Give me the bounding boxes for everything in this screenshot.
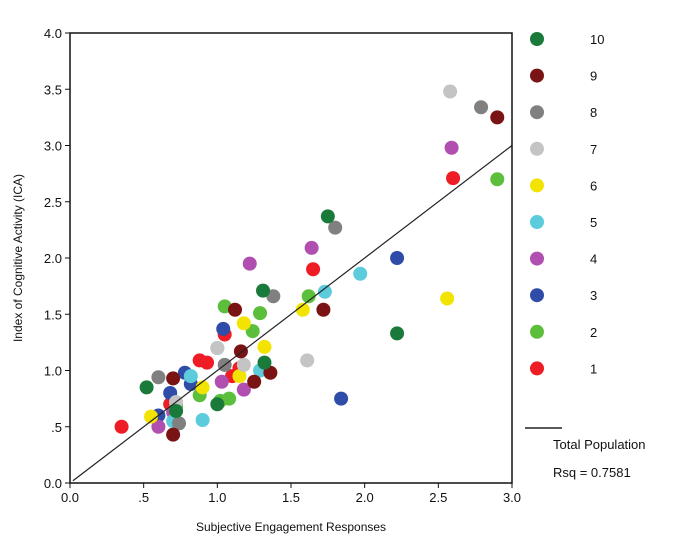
data-point-group-5	[183, 369, 198, 384]
data-point-group-2	[253, 306, 268, 321]
data-point-group-1	[114, 419, 129, 434]
data-point-group-6	[236, 316, 251, 331]
data-point-group-6	[440, 291, 455, 306]
x-axis-label: Subjective Engagement Responses	[196, 520, 386, 534]
legend-swatch-3	[530, 288, 544, 303]
legend-label-8: 8	[590, 105, 597, 120]
data-point-group-9	[247, 374, 262, 389]
x-tick-label: 3.0	[503, 490, 521, 505]
x-tick-label: .5	[138, 490, 149, 505]
x-tick-label: 2.5	[429, 490, 447, 505]
data-point-group-8	[172, 416, 187, 431]
data-point-group-9	[228, 302, 243, 317]
y-tick-label: .5	[51, 420, 62, 435]
x-tick-label: 1.0	[208, 490, 226, 505]
legend-swatch-7	[530, 141, 544, 156]
x-tick-label: 0.0	[61, 490, 79, 505]
y-axis-ticks: 0.0 .5 1.0 1.5 2.0 2.5 3.0 3.5 4.0	[44, 26, 70, 491]
y-tick-label: 0.0	[44, 476, 62, 491]
x-tick-label: 1.5	[282, 490, 300, 505]
data-point-group-8	[474, 100, 489, 115]
legend-swatch-6	[530, 178, 544, 193]
y-tick-label: 1.0	[44, 364, 62, 379]
data-point-group-6	[144, 409, 159, 424]
data-points	[114, 84, 505, 442]
data-point-group-3	[334, 391, 349, 406]
legend-label-4: 4	[590, 252, 597, 267]
data-point-group-10	[257, 355, 272, 370]
data-point-group-10	[169, 404, 184, 418]
y-axis-label: Index of Cognitive Activity (ICA)	[11, 174, 25, 342]
legend-swatch-5	[530, 215, 544, 229]
legend-swatch-1	[530, 361, 544, 376]
data-point-group-9	[166, 427, 181, 442]
legend-swatch-4	[530, 251, 544, 266]
legend-label-9: 9	[590, 69, 597, 84]
y-tick-label: 2.0	[44, 251, 62, 266]
data-point-group-6	[295, 302, 310, 317]
legend-label-3: 3	[590, 288, 597, 303]
x-tick-label: 2.0	[356, 490, 374, 505]
data-point-group-4	[214, 374, 229, 389]
y-tick-label: 1.5	[44, 307, 62, 322]
legend-fit-line-label: Total Population	[553, 437, 646, 452]
plot-frame	[69, 32, 513, 484]
y-tick-label: 4.0	[44, 26, 62, 41]
legend-label-10: 10	[590, 32, 604, 47]
data-point-group-9	[316, 302, 331, 317]
data-point-group-9	[166, 371, 181, 386]
data-point-group-5	[195, 413, 210, 427]
data-point-group-2	[301, 289, 316, 304]
legend-label-6: 6	[590, 178, 597, 193]
data-point-group-10	[139, 380, 154, 395]
data-point-group-4	[151, 419, 166, 434]
legend: 10 9 8 7 6 5 4 3 2 1	[530, 32, 604, 376]
legend-label-2: 2	[590, 325, 597, 340]
data-point-group-6	[232, 369, 247, 384]
data-point-group-1	[200, 355, 215, 370]
data-point-group-1	[306, 262, 321, 277]
data-point-group-5	[317, 284, 332, 299]
data-point-group-9	[490, 110, 505, 125]
rsq-label: Rsq = 0.7581	[553, 465, 631, 480]
data-point-group-4	[304, 240, 319, 255]
legend-swatch-8	[530, 105, 544, 120]
regression-line	[72, 145, 513, 482]
legend-label-5: 5	[590, 215, 597, 230]
legend-swatch-2	[530, 324, 544, 339]
data-point-group-1	[446, 171, 461, 186]
y-tick-label: 2.5	[44, 195, 62, 210]
legend-swatch-10	[530, 32, 544, 46]
x-axis-ticks: 0.0 .5 1.0 1.5 2.0 2.5 3.0	[61, 483, 521, 505]
y-tick-label: 3.0	[44, 139, 62, 154]
data-point-group-4	[444, 140, 459, 155]
data-point-group-7	[443, 84, 458, 99]
data-point-group-7	[300, 353, 315, 368]
data-point-group-10	[256, 283, 271, 298]
data-point-group-5	[353, 266, 368, 281]
data-point-group-10	[210, 397, 225, 412]
legend-label-7: 7	[590, 142, 597, 157]
data-point-group-10	[390, 326, 405, 341]
data-point-group-7	[236, 357, 251, 372]
legend-label-1: 1	[590, 361, 597, 376]
y-tick-label: 3.5	[44, 82, 62, 97]
data-point-group-10	[320, 209, 335, 224]
data-point-group-7	[210, 341, 225, 355]
data-point-group-8	[266, 289, 281, 304]
data-point-group-8	[151, 370, 166, 385]
data-point-group-6	[257, 339, 272, 354]
data-point-group-8	[328, 220, 343, 235]
data-point-group-3	[390, 251, 405, 265]
data-point-group-3	[216, 321, 231, 336]
data-point-group-4	[242, 256, 257, 271]
data-point-group-2	[490, 172, 505, 187]
data-point-group-9	[263, 365, 278, 380]
data-point-group-4	[236, 382, 251, 397]
legend-swatch-9	[530, 68, 544, 83]
